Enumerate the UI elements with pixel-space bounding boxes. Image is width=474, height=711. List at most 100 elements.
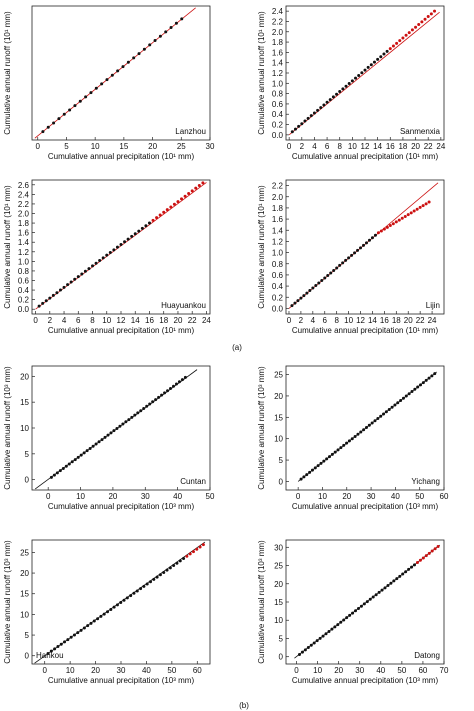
huayuankou-observed-point <box>91 264 95 268</box>
yichang-station-label: Yichang <box>411 477 440 486</box>
cuntan-observed-point <box>67 462 71 466</box>
lijin-observed-point <box>290 304 294 308</box>
cuntan-observed-point <box>91 444 95 448</box>
sanmenxia-observed-point <box>379 55 383 59</box>
datong-y-tick-label: 15 <box>274 598 283 607</box>
huayuankou-x-tick-label: 10 <box>102 316 111 325</box>
sanmenxia-y-tick-label: 0.0 <box>272 131 284 140</box>
datong-y-axis-label: Cumulative annual runoff (10³ mm) <box>257 540 266 664</box>
sanmenxia-y-tick-label: 2.2 <box>272 17 284 26</box>
cuntan-observed-point <box>118 424 122 428</box>
datong-x-tick-label: 50 <box>397 666 406 675</box>
yichang-y-tick-label: 15 <box>274 413 283 422</box>
sanmenxia-observed-point <box>369 63 373 67</box>
yichang-observed-point <box>339 446 343 450</box>
cuntan-observed-point <box>115 426 119 430</box>
sanmenxia-observed-point <box>372 60 376 64</box>
yichang-observed-point <box>362 428 366 432</box>
huayuankou-observed-point <box>98 259 102 263</box>
lijin-y-tick-label: 0.8 <box>272 260 284 269</box>
cuntan-observed-point <box>174 382 178 386</box>
huayuankou-x-tick-label: 2 <box>48 316 53 325</box>
sanmenxia-recent-point <box>410 28 414 32</box>
hankou-observed-point <box>109 607 113 611</box>
sanmenxia-recent-point <box>391 44 395 48</box>
yichang-observed-point <box>376 416 380 420</box>
huayuankou-recent-point <box>151 218 155 222</box>
hankou-observed-point <box>119 601 123 605</box>
yichang-y-tick-label: 10 <box>274 435 283 444</box>
hankou-observed-point <box>53 647 57 651</box>
sanmenxia-recent-point <box>417 23 421 27</box>
huayuankou-recent-point <box>190 189 194 193</box>
lijin-recent-point <box>409 211 413 215</box>
hankou-recent-point <box>201 543 205 547</box>
huayuankou-y-tick-label: 0.4 <box>18 286 30 295</box>
datong-recent-point <box>418 558 422 562</box>
hankou-observed-point <box>155 575 159 579</box>
sanmenxia-observed-point <box>322 103 326 107</box>
lijin-plot-frame <box>285 179 445 315</box>
lanzhou-observed-point <box>180 17 184 21</box>
datong-station-label: Datong <box>414 651 440 660</box>
huayuankou-observed-point <box>41 301 45 305</box>
lanzhou-observed-point <box>78 99 82 103</box>
lijin-observed-point <box>305 291 309 295</box>
sanmenxia-observed-point <box>325 100 329 104</box>
hankou-y-tick-label: 20 <box>20 569 29 578</box>
huayuankou-observed-point <box>119 242 123 246</box>
hankou-observed-point <box>66 638 70 642</box>
sanmenxia-y-tick-label: 1.6 <box>272 48 284 57</box>
huayuankou-observed-point <box>51 293 55 297</box>
sanmenxia-recent-point <box>395 41 399 45</box>
cuntan-observed-point <box>171 384 175 388</box>
huayuankou-plot-frame <box>31 179 211 315</box>
sanmenxia-recent-point <box>433 9 437 13</box>
lijin-x-axis-label: Cumulative annual precipitation (10¹ mm) <box>292 326 439 335</box>
huayuankou-y-tick-label: 2.2 <box>18 200 30 209</box>
yichang-observed-point <box>364 425 368 429</box>
hankou-recent-point <box>185 554 189 558</box>
datong-recent-point <box>421 556 425 560</box>
cuntan-observed-point <box>142 406 146 410</box>
sanmenxia-recent-point <box>401 36 405 40</box>
cuntan-observed-point <box>52 473 56 477</box>
yichang-observed-point <box>382 412 386 416</box>
yichang-observed-point <box>373 419 377 423</box>
cuntan-observed-point <box>85 449 89 453</box>
yichang-y-tick-label: 20 <box>274 392 283 401</box>
yichang-x-tick-label: 0 <box>296 492 301 501</box>
sanmenxia-recent-point <box>414 25 418 29</box>
lanzhou-plot-frame <box>31 5 211 141</box>
lijin-observed-point <box>341 261 345 265</box>
cuntan-x-tick-label: 20 <box>108 492 117 501</box>
cuntan-observed-point <box>61 466 65 470</box>
huayuankou-observed-point <box>80 272 84 276</box>
subfigure-label-a: (a) <box>232 343 242 352</box>
datong-recent-point <box>427 551 431 555</box>
huayuankou-y-tick-label: 1.2 <box>18 248 30 257</box>
cuntan-observed-point <box>73 458 77 462</box>
cuntan-observed-point <box>94 442 98 446</box>
cuntan-observed-point <box>163 391 167 395</box>
hankou-observed-point <box>148 580 152 584</box>
huayuankou-observed-point <box>87 267 91 271</box>
lijin-recent-point <box>388 224 392 228</box>
lijin-recent-point <box>376 231 380 235</box>
yichang-x-tick-label: 40 <box>391 492 400 501</box>
huayuankou-y-tick-label: 0.8 <box>18 267 30 276</box>
lijin-recent-point <box>391 222 395 226</box>
huayuankou-recent-point <box>155 216 159 220</box>
yichang-observed-point <box>393 403 397 407</box>
lijin-recent-point <box>394 220 398 224</box>
cuntan-x-tick-label: 50 <box>206 492 215 501</box>
sanmenxia-x-tick-label: 10 <box>348 142 357 151</box>
sanmenxia-station-label: Sanmenxia <box>400 127 441 136</box>
hankou-y-tick-label: 10 <box>20 610 29 619</box>
hankou-observed-point <box>125 596 129 600</box>
lijin-recent-point <box>406 213 410 217</box>
hankou-y-axis-label: Cumulative annual runoff (10³ mm) <box>3 540 12 664</box>
lanzhou-observed-point <box>126 60 130 64</box>
lijin-recent-point <box>400 216 404 220</box>
yichang-observed-point <box>419 383 423 387</box>
